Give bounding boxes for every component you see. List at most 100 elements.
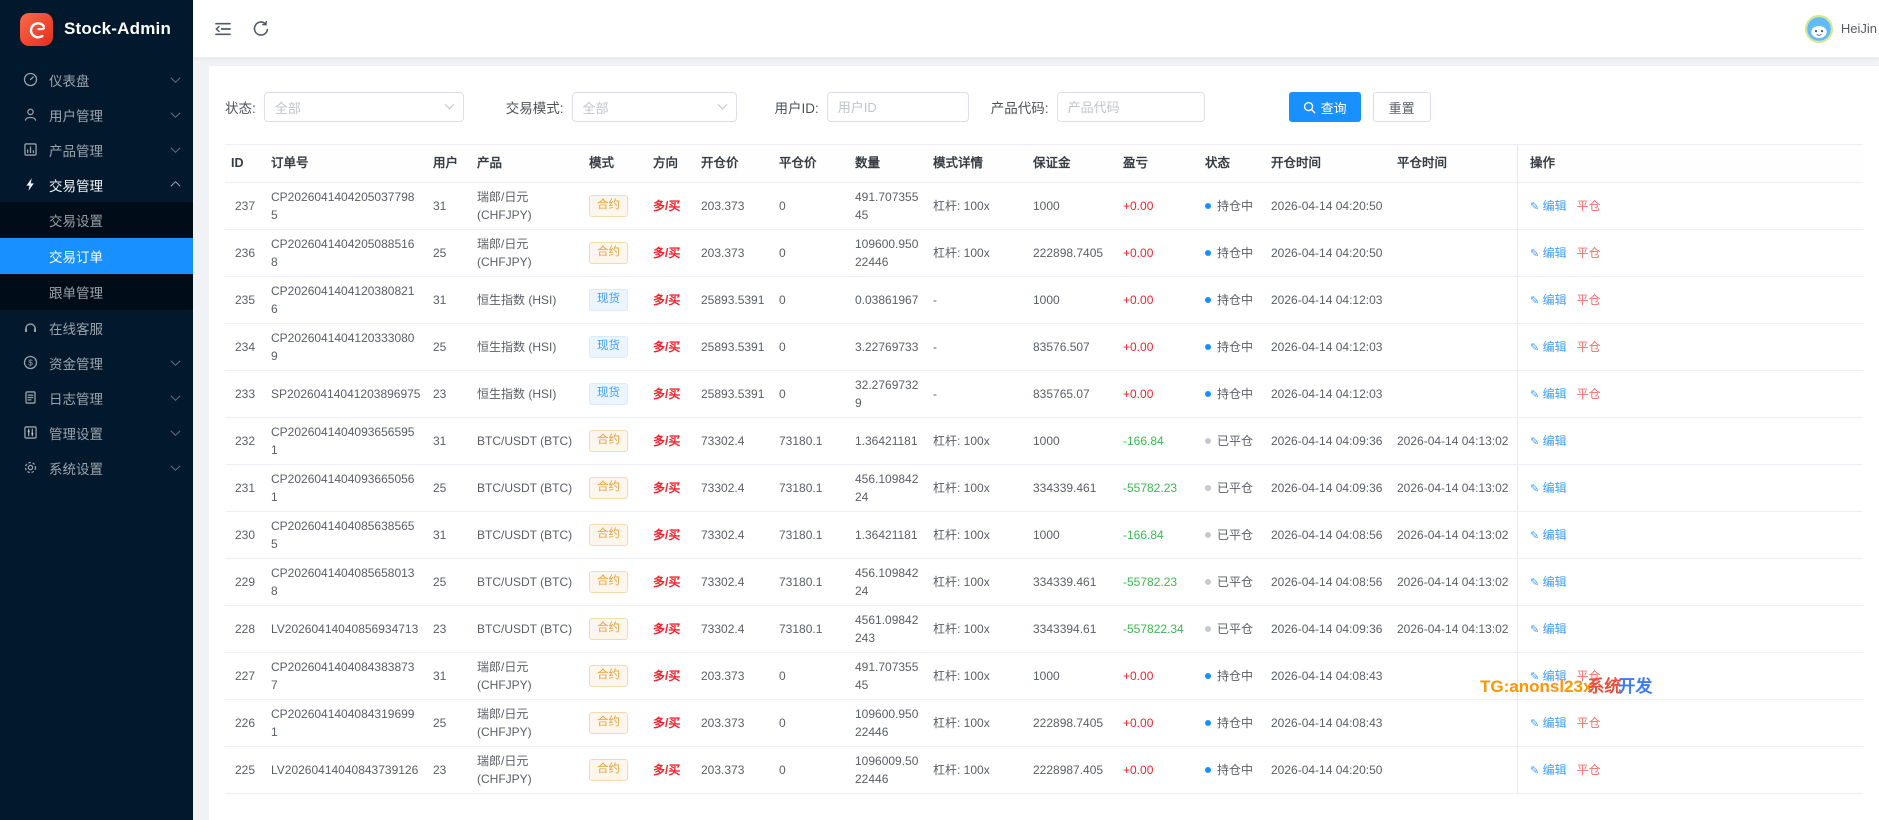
column-header: 开仓价 [701,156,739,170]
edit-order-link[interactable]: ✎ 编辑 [1530,386,1567,401]
cell-mode: 合约 [583,237,647,269]
close-position-link[interactable]: 平仓 [1576,668,1601,683]
edit-order-link[interactable]: ✎ 编辑 [1530,574,1567,589]
user-menu[interactable]: HeiJin [1804,14,1877,43]
sidebar-item-0[interactable]: 仪表盘 [0,62,193,97]
cell-margin: 83576.507 [1033,339,1090,354]
cell-status: 已平仓 [1199,568,1265,596]
cell-pnl: +0.00 [1117,756,1199,784]
cell-mode-detail: 杠杆: 100x [933,715,990,730]
chevron-down-icon [717,99,727,110]
close-position-link[interactable]: 平仓 [1576,715,1601,730]
cell-direction: 多/买 [647,333,695,361]
close-position-link[interactable]: 平仓 [1576,762,1601,777]
pnl-value: +0.00 [1123,339,1154,354]
user-id-input[interactable] [826,92,969,122]
sidebar-item-label: 日志管理 [49,391,103,407]
status-select[interactable]: 全部 [263,92,464,122]
cell-margin: 222898.7405 [1033,245,1104,260]
edit-order-link[interactable]: ✎ 编辑 [1530,339,1567,354]
sidebar-item-8[interactable]: $ 资金管理 [0,345,193,380]
cell-product: 瑞郎/日元 (CHFJPY) [477,753,532,786]
sidebar-item-9[interactable]: 日志管理 [0,380,193,415]
edit-order-link[interactable]: ✎ 编辑 [1530,621,1567,636]
column-header: 数量 [855,156,881,170]
cell-pnl: -55782.23 [1117,474,1199,502]
cell-open-price: 203.373 [701,198,745,213]
collapse-sidebar-icon[interactable] [213,18,235,40]
cell-mode-detail: 杠杆: 100x [933,527,990,542]
pencil-icon: ✎ [1530,576,1540,589]
pencil-icon: ✎ [1530,200,1540,213]
mode-tag: 合约 [589,712,628,734]
status-dot-icon [1205,390,1211,397]
cell-close-time [1391,671,1517,681]
refresh-icon[interactable] [251,18,273,40]
close-position-link[interactable]: 平仓 [1576,292,1601,307]
close-position-link[interactable]: 平仓 [1576,339,1601,354]
reset-button[interactable]: 重置 [1372,92,1431,122]
edit-order-link[interactable]: ✎ 编辑 [1530,292,1567,307]
edit-order-link[interactable]: ✎ 编辑 [1530,245,1567,260]
cell-id: 235 [235,292,256,307]
sidebar-item-3[interactable]: 交易管理 [0,167,193,202]
edit-order-link[interactable]: ✎ 编辑 [1530,527,1567,542]
cell-open-price: 73302.4 [701,527,745,542]
sidebar-subitem-4[interactable]: 交易设置 [0,202,193,238]
edit-order-link[interactable]: ✎ 编辑 [1530,433,1567,448]
trade-mode-select[interactable]: 全部 [571,92,737,122]
cell-mode-detail: 杠杆: 100x [933,198,990,213]
pnl-value: -55782.23 [1123,480,1178,495]
cell-margin: 3343394.61 [1033,621,1097,636]
table-row: 233 SP20260414041203896975 23 恒生指数 (HSI) 现货 多… [225,370,1863,418]
sidebar-subitem-5[interactable]: 交易订单 [0,238,193,274]
edit-order-link[interactable]: ✎ 编辑 [1530,668,1567,683]
cell-open-time: 2026-04-14 04:09:36 [1271,480,1383,495]
column-header: 平仓时间 [1397,156,1448,170]
cell-order-no: CP20260414042050885168 [271,236,415,269]
cell-mode: 合约 [583,754,647,786]
sidebar-item-label: 资金管理 [49,356,103,372]
cell-id: 230 [235,527,256,542]
cell-user: 31 [433,198,447,213]
mode-tag: 合约 [589,195,628,217]
sidebar-item-11[interactable]: 系统设置 [0,450,193,485]
sidebar-item-1[interactable]: 用户管理 [0,97,193,132]
orders-card: 状态: 全部 交易模式: 全部 用户ID: 产品代码: [209,66,1879,820]
cell-close-time: 2026-04-14 04:13:02 [1397,574,1509,589]
edit-order-link[interactable]: ✎ 编辑 [1530,480,1567,495]
edit-order-link[interactable]: ✎ 编辑 [1530,762,1567,777]
sidebar-item-label: 交易订单 [49,250,103,265]
sidebar-item-7[interactable]: 在线客服 [0,310,193,345]
cell-actions: ✎ 编辑 平仓 [1517,276,1863,323]
close-position-link[interactable]: 平仓 [1576,245,1601,260]
edit-order-link[interactable]: ✎ 编辑 [1530,198,1567,213]
cell-quantity: 3.22769733 [855,339,919,354]
cell-user: 31 [433,668,447,683]
edit-order-link[interactable]: ✎ 编辑 [1530,715,1567,730]
sidebar-item-2[interactable]: 产品管理 [0,132,193,167]
cell-close-time: 2026-04-14 04:13:02 [1397,621,1509,636]
product-code-input[interactable] [1056,92,1205,122]
cell-user: 25 [433,245,447,260]
direction-label: 多/买 [653,527,681,542]
cell-direction: 多/买 [647,380,695,408]
cell-pnl: +0.00 [1117,239,1199,267]
orders-table: ID 订单号 用户 产品 模式 方向 开仓价 平仓价 数量 模式详情 保证金 盈亏 状态 开仓时间 平仓时间… [225,144,1863,794]
status-badge: 已平仓 [1217,574,1254,589]
status-dot-icon [1205,531,1211,538]
status-dot-icon [1205,719,1211,726]
cell-margin: 835765.07 [1033,386,1090,401]
close-position-link[interactable]: 平仓 [1576,198,1601,213]
sidebar-item-10[interactable]: 管理设置 [0,415,193,450]
close-position-link[interactable]: 平仓 [1576,386,1601,401]
service-icon [22,319,39,336]
direction-label: 多/买 [653,198,681,213]
pencil-icon: ✎ [1530,623,1540,636]
search-button[interactable]: 查询 [1288,92,1361,122]
sidebar-subitem-6[interactable]: 跟单管理 [0,274,193,310]
cell-close-time [1391,295,1517,305]
table-row: 237 CP20260414042050377985 31 瑞郎/日元 (CHFJPY… [225,182,1863,230]
status-dot-icon [1205,437,1211,444]
status-badge: 持仓中 [1217,386,1254,401]
